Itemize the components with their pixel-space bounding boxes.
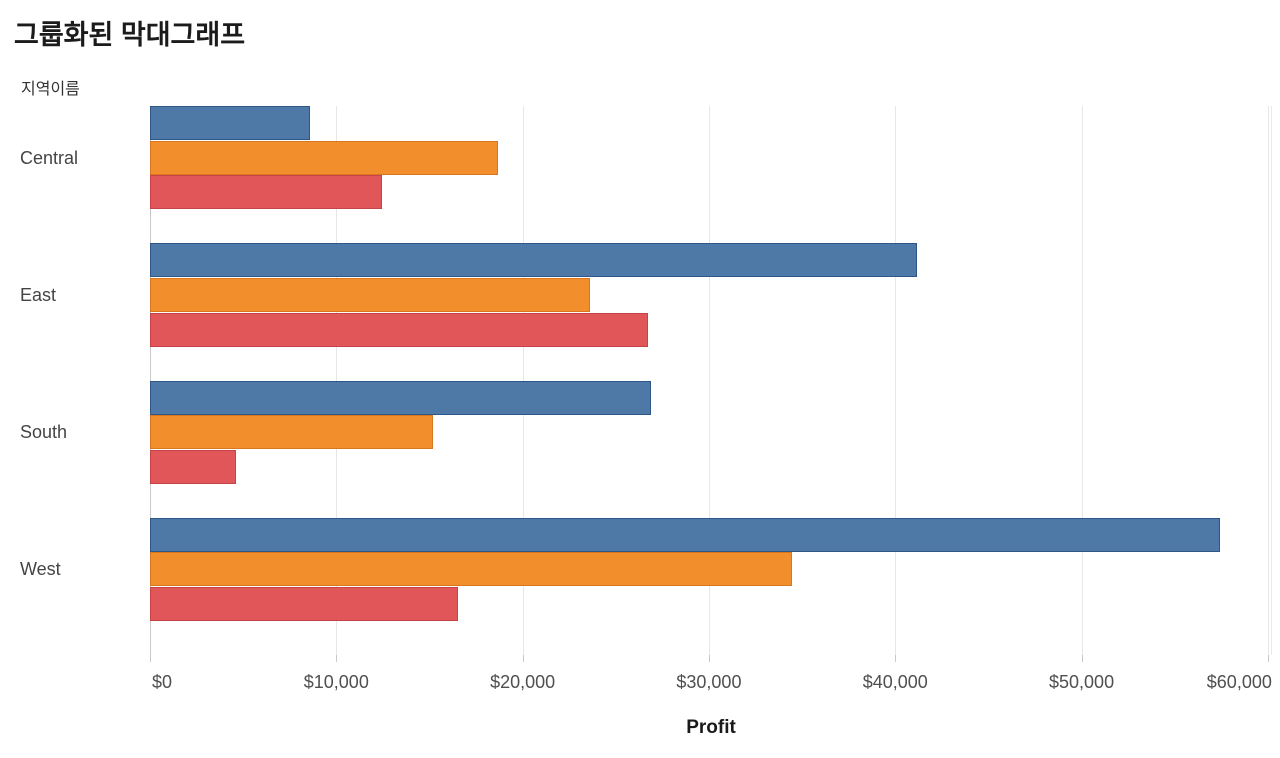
axis-tick — [1267, 655, 1269, 662]
x-tick-label: $30,000 — [676, 672, 742, 692]
chart-title: 그룹화된 막대그래프 — [14, 20, 246, 50]
x-tick-label: $0 — [152, 672, 173, 692]
bar-south-series-blue[interactable] — [150, 380, 652, 415]
bar-south-series-orange[interactable] — [150, 415, 434, 450]
x-axis-title: Profit — [686, 717, 736, 738]
axis-tick — [1081, 655, 1083, 662]
axis-tick — [336, 655, 338, 662]
gridline — [1081, 106, 1083, 655]
category-label-east[interactable]: East — [20, 284, 57, 305]
gridline — [708, 106, 710, 655]
x-tick-label: $60,000 — [1206, 672, 1272, 692]
category-label-west[interactable]: West — [20, 559, 61, 580]
bar-east-series-orange[interactable] — [150, 277, 591, 312]
gridline — [1267, 106, 1269, 655]
axis-tick — [708, 655, 710, 662]
bar-central-series-red[interactable] — [150, 175, 382, 210]
bar-west-series-blue[interactable] — [150, 517, 1221, 552]
row-field-label: 지역이름 — [21, 81, 80, 98]
bar-central-series-orange[interactable] — [150, 140, 499, 175]
bar-central-series-blue[interactable] — [150, 106, 310, 140]
category-label-central[interactable]: Central — [20, 147, 79, 168]
x-tick-label: $10,000 — [303, 672, 369, 692]
plot-right-edge — [1271, 106, 1272, 655]
x-tick-label: $20,000 — [490, 672, 556, 692]
x-tick-label: $50,000 — [1049, 672, 1115, 692]
axis-tick — [150, 655, 151, 662]
x-tick-label: $40,000 — [862, 672, 928, 692]
plot-area — [150, 106, 1272, 655]
bar-east-series-red[interactable] — [150, 312, 648, 347]
gridline — [895, 106, 897, 655]
category-label-south[interactable]: South — [20, 422, 68, 442]
bar-west-series-red[interactable] — [150, 587, 458, 622]
axis-tick — [522, 655, 524, 662]
bar-south-series-red[interactable] — [150, 449, 237, 484]
axis-tick — [895, 655, 897, 662]
bar-east-series-blue[interactable] — [150, 243, 918, 278]
bar-west-series-orange[interactable] — [150, 552, 792, 587]
